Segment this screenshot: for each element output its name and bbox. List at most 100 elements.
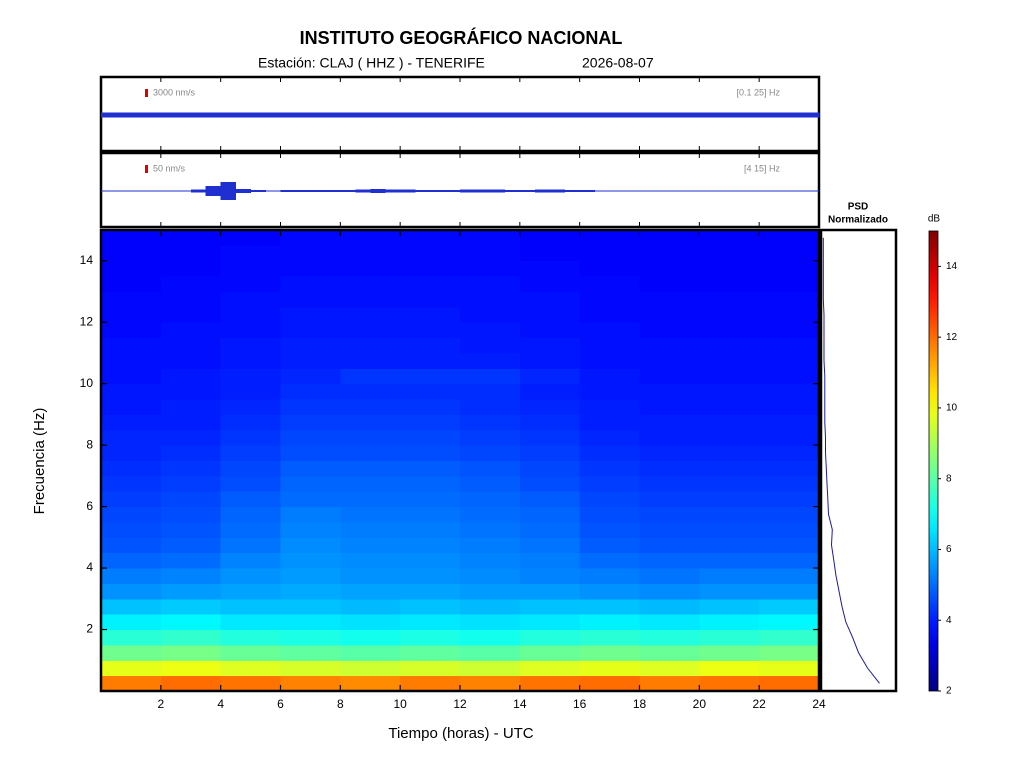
spectrogram-cell <box>160 276 222 292</box>
spectrogram-cell <box>639 352 700 369</box>
trace-envelope <box>460 189 476 193</box>
spectrogram-cell <box>160 306 222 323</box>
spectrogram-cell <box>340 506 401 523</box>
x-tick-label: 20 <box>693 697 707 711</box>
spectrogram-cell <box>340 491 401 508</box>
spectrogram-cell <box>160 568 222 584</box>
spectrogram-cell <box>699 460 760 477</box>
spectrogram-cell <box>699 475 760 492</box>
spectrogram-cell <box>101 337 162 354</box>
spectrogram-cell <box>519 337 581 354</box>
spectrogram-cell <box>460 460 521 477</box>
spectrogram-cell <box>699 276 760 292</box>
spectrogram-cell <box>340 460 401 477</box>
spectrogram-cell <box>280 537 341 554</box>
spectrogram-cell <box>220 598 281 615</box>
x-tick-label: 6 <box>277 697 284 711</box>
spectrogram-cell <box>280 306 341 323</box>
spectrogram-cell <box>519 230 581 246</box>
scale-bar <box>145 89 148 97</box>
spectrogram-cell <box>400 260 461 277</box>
spectrogram-cell <box>220 445 281 461</box>
spectrogram-cell <box>160 260 222 277</box>
spectrogram-cell <box>101 230 162 246</box>
trace-envelope <box>759 190 775 192</box>
spectrogram-cell <box>699 260 760 277</box>
spectrogram-cell <box>460 675 521 692</box>
spectrogram-cell <box>101 644 162 661</box>
spectrogram-cell <box>160 445 222 461</box>
spectrogram-cell <box>101 352 162 369</box>
spectrogram-cell <box>400 475 461 492</box>
spectrogram-cell <box>160 337 222 354</box>
spectrogram-cell <box>759 322 820 339</box>
x-tick-label: 22 <box>752 697 766 711</box>
spectrogram-cell <box>400 537 461 554</box>
trace-envelope <box>684 190 700 192</box>
spectrogram-cell <box>579 552 640 569</box>
spectrogram-cell <box>639 306 700 323</box>
spectrogram-cell <box>519 506 581 523</box>
spectrogram-cell <box>699 660 760 677</box>
spectrogram-cell <box>699 629 760 646</box>
spectrogram-cell <box>579 491 640 508</box>
trace-envelope <box>699 112 730 118</box>
spectrogram-cell <box>340 337 401 354</box>
spectrogram-cell <box>639 568 700 584</box>
spectrogram-cell <box>699 537 760 554</box>
trace-envelope <box>789 190 805 192</box>
spectrogram-cell <box>340 614 401 631</box>
spectrogram-cell <box>280 521 341 538</box>
spectrogram-cell <box>519 629 581 646</box>
spectrogram-cell <box>460 568 521 584</box>
spectrogram-cell <box>699 291 760 308</box>
spectrogram-cell <box>759 230 820 246</box>
spectrogram-cell <box>220 383 281 400</box>
trace-envelope <box>310 190 326 192</box>
trace-envelope <box>519 112 551 118</box>
spectrogram-cell <box>579 414 640 431</box>
trace-envelope <box>609 112 640 118</box>
trace-envelope <box>190 189 207 193</box>
spectrogram-cell <box>400 352 461 369</box>
spectrogram-cell <box>101 629 162 646</box>
trace-envelope <box>415 190 431 192</box>
spectrogram-cell <box>519 660 581 677</box>
spectrogram-cell <box>519 383 581 400</box>
spectrogram-cell <box>759 598 820 615</box>
spectrogram-cell <box>460 230 521 246</box>
spectrogram-cell <box>639 614 700 631</box>
spectrogram-cell <box>340 598 401 615</box>
spectrogram-cell <box>460 614 521 631</box>
spectrogram-cell <box>519 675 581 692</box>
spectrogram-cell <box>160 583 222 600</box>
spectrogram-cell <box>579 230 640 246</box>
trace-envelope <box>549 189 566 193</box>
trace-envelope <box>430 112 461 118</box>
trace-envelope <box>190 112 221 118</box>
spectrogram-cell <box>340 521 401 538</box>
spectrogram-cell <box>400 276 461 292</box>
spectrogram-cell <box>340 399 401 415</box>
spectrogram-cell <box>639 337 700 354</box>
spectrogram-cell <box>400 383 461 400</box>
trace-envelope <box>265 190 281 192</box>
spectrogram-cell <box>460 660 521 677</box>
spectrogram-cell <box>220 337 281 354</box>
spectrogram-cell <box>101 537 162 554</box>
spectrogram-cell <box>639 506 700 523</box>
spectrogram-cell <box>579 568 640 584</box>
spectrogram-cell <box>160 521 222 538</box>
spectrogram-cell <box>519 399 581 415</box>
spectrogram-cell <box>220 368 281 385</box>
spectrogram-cell <box>699 230 760 246</box>
spectrogram-cell <box>280 291 341 308</box>
spectrogram-cell <box>400 506 461 523</box>
spectrogram-cell <box>280 260 341 277</box>
colorbar-tick-label: 14 <box>946 261 958 272</box>
x-tick-label: 12 <box>453 697 467 711</box>
spectrogram-cell <box>160 322 222 339</box>
spectrogram-cell <box>340 414 401 431</box>
spectrogram-cell <box>579 598 640 615</box>
trace-envelope <box>489 112 521 118</box>
